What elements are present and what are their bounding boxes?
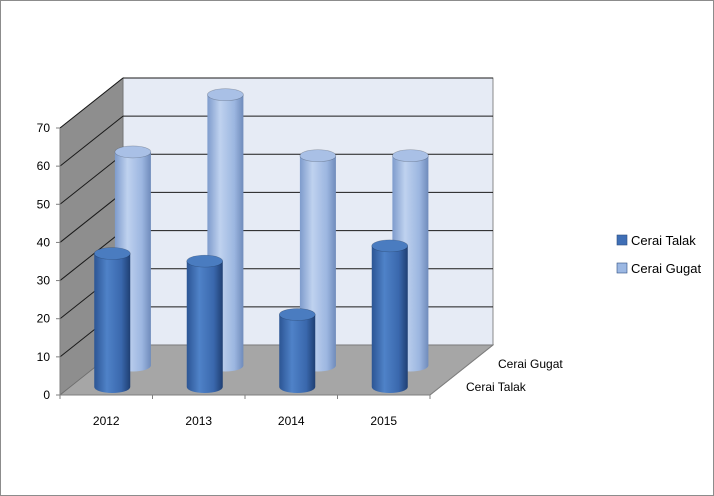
x-tick-label: 2012 — [93, 414, 120, 428]
legend: Cerai Talak Cerai Gugat — [616, 233, 701, 276]
bar-cerai-talak-2015-body — [371, 245, 408, 393]
y-tick-label: 20 — [37, 312, 51, 326]
legend-swatch — [616, 262, 628, 274]
y-tick-label: 30 — [37, 274, 51, 288]
depth-axis-label: Cerai Gugat — [498, 357, 563, 371]
bar-cerai-talak-2013-body — [186, 261, 223, 393]
bar-cerai-talak-2013-top — [186, 254, 224, 268]
y-tick-label: 50 — [37, 197, 51, 211]
x-tick-label: 2015 — [370, 414, 397, 428]
gridline-side — [59, 153, 124, 205]
axes: 0 10 20 30 40 50 60 70 2012 2013 2014 2015 Cerai Tal… — [37, 121, 564, 428]
depth-axis-line — [429, 344, 494, 396]
bar-cerai-talak-2012 — [93, 247, 131, 393]
bar-cerai-talak-2014-body — [279, 314, 316, 393]
bar-cerai-gugat-2014-top — [299, 149, 337, 163]
legend-swatch — [616, 234, 628, 246]
bar-cerai-gugat-2013-top — [207, 88, 244, 101]
y-tick-label: 40 — [37, 235, 51, 249]
depth-axis-label: Cerai Talak — [466, 380, 527, 394]
gridline-side — [59, 115, 124, 167]
legend-label: Cerai Talak — [631, 233, 696, 248]
x-tick-label: 2014 — [278, 414, 305, 428]
y-tick-label: 70 — [37, 121, 51, 135]
bar-cerai-gugat-2012-top — [114, 145, 152, 159]
bar-cerai-gugat-2015-top — [392, 149, 429, 163]
gridline-side — [59, 77, 124, 129]
bar-cerai-talak-2014 — [278, 308, 316, 393]
bar-cerai-talak-2014-top — [278, 308, 316, 321]
series-cerai-talak — [93, 239, 409, 393]
gridline-side — [59, 230, 124, 281]
bar-cerai-talak-2015 — [371, 239, 409, 393]
x-tick-label: 2013 — [185, 414, 212, 428]
gridline-side — [59, 192, 124, 243]
bar-cerai-talak-2015-top — [371, 239, 409, 253]
legend-label: Cerai Gugat — [631, 261, 701, 276]
bar-cerai-talak-2013 — [186, 254, 224, 393]
y-tick-label: 60 — [37, 159, 51, 173]
bar-cerai-talak-2012-body — [94, 253, 131, 393]
bar-cerai-talak-2012-top — [93, 247, 131, 260]
y-tick-label: 0 — [43, 388, 50, 402]
y-tick-label: 10 — [37, 350, 51, 364]
